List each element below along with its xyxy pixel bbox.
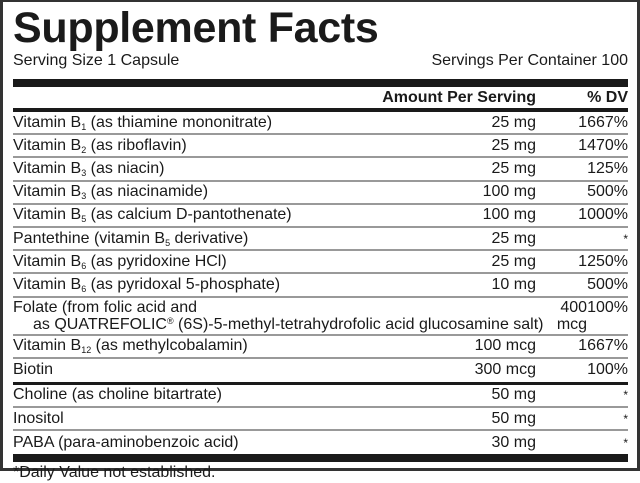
nutrient-dv: * (623, 231, 628, 246)
nutrient-dv: 500% (587, 183, 628, 201)
nutrient-row: Biotin 300 mcg 100% (13, 359, 628, 382)
nutrient-dv: 1667% (578, 113, 628, 131)
nutrient-dv: 125% (587, 159, 628, 177)
panel-title: Supplement Facts (13, 4, 379, 52)
nutrient-dv: * (623, 435, 628, 450)
divider-thick (13, 79, 628, 87)
nutrient-amount: 25 mg (491, 252, 536, 270)
nutrient-dv: 1000% (578, 206, 628, 224)
nutrient-amount: 10 mg (491, 275, 536, 293)
footnote: *Daily Value not established. (13, 464, 216, 482)
nutrient-name: Vitamin B3 (as niacinamide) (13, 183, 209, 202)
serving-size: Serving Size 1 Capsule (13, 52, 180, 69)
nutrient-name: Biotin (13, 361, 54, 379)
divider-section (13, 381, 628, 385)
nutrient-row: Vitamin B3 (as niacinamide) 100 mg 500% (13, 182, 628, 205)
folate-line2: as QUATREFOLIC® (6S)-5-methyl-tetrahydro… (33, 315, 544, 333)
nutrient-amount: 25 mg (491, 159, 536, 177)
nutrient-row: Vitamin B5 (as calcium D-pantothenate) 10… (13, 205, 628, 228)
nutrient-dv: 1250% (578, 252, 628, 270)
nutrient-amount: 50 mg (491, 386, 536, 404)
nutrient-name: Vitamin B6 (as pyridoxine HCl) (13, 252, 227, 271)
nutrient-name: Folate (from folic acid and as QUATREFOL… (13, 299, 544, 333)
nutrient-dv: * (623, 388, 628, 403)
nutrient-row: Inositol 50 mg * (13, 408, 628, 432)
nutrient-row: Vitamin B6 (as pyridoxine HCl) 25 mg 1250% (13, 251, 628, 275)
nutrient-amount: 100 mcg (474, 337, 536, 355)
nutrient-amount: 25 mg (491, 136, 536, 154)
folate-line1: Folate (from folic acid and (13, 298, 198, 316)
nutrient-dv: 100% (587, 298, 628, 316)
nutrient-name: Vitamin B6 (as pyridoxal 5-phosphate) (13, 275, 281, 294)
nutrient-dv: 1667% (578, 337, 628, 355)
nutrient-dv: 1470% (578, 136, 628, 154)
header-amount: Amount Per Serving (382, 88, 536, 106)
nutrient-name: Vitamin B1 (as thiamine mononitrate) (13, 113, 273, 132)
header-dv: % DV (587, 88, 628, 106)
nutrient-row: Vitamin B6 (as pyridoxal 5-phosphate) 10 … (13, 274, 628, 298)
nutrient-row: Vitamin B1 (as thiamine mononitrate) 25 m… (13, 112, 628, 136)
nutrient-row: Vitamin B2 (as riboflavin) 25 mg 1470% (13, 135, 628, 159)
nutrient-amount: 100 mg (482, 183, 536, 201)
servings-per-container: Servings Per Container 100 (431, 52, 628, 69)
nutrient-row: Choline (as choline bitartrate) 50 mg * (13, 385, 628, 409)
nutrient-dv: * (623, 411, 628, 426)
nutrient-dv: 100% (587, 361, 628, 379)
column-headers: Amount Per Serving % DV (13, 87, 628, 108)
nutrient-name: PABA (para-aminobenzoic acid) (13, 433, 239, 451)
nutrient-amount: 300 mcg (474, 361, 536, 379)
nutrient-name: Choline (as choline bitartrate) (13, 386, 222, 404)
nutrient-name: Vitamin B12 (as methylcobalamin) (13, 337, 248, 356)
nutrient-name: Inositol (13, 409, 64, 427)
nutrient-amount: 30 mg (491, 433, 536, 451)
nutrient-amount: 25 mg (491, 113, 536, 131)
nutrient-amount: 25 mg (491, 229, 536, 247)
nutrient-row: Pantethine (vitamin B5 derivative) 25 mg * (13, 228, 628, 252)
nutrient-row: PABA (para-aminobenzoic acid) 30 mg * (13, 431, 628, 454)
nutrient-row: Vitamin B12 (as methylcobalamin) 100 mcg 1… (13, 336, 628, 359)
serving-info: Serving Size 1 Capsule Servings Per Cont… (13, 52, 628, 70)
divider-medium (13, 108, 628, 112)
divider-thick-bottom (13, 454, 628, 463)
nutrient-name: Vitamin B2 (as riboflavin) (13, 136, 187, 155)
nutrient-amount: 400 mcg (556, 298, 588, 333)
nutrient-name: Vitamin B3 (as niacin) (13, 159, 165, 178)
nutrient-amount: 50 mg (491, 409, 536, 427)
nutrient-amount: 100 mg (482, 206, 536, 224)
nutrient-dv: 500% (587, 275, 628, 293)
nutrient-name: Vitamin B5 (as calcium D-pantothenate) (13, 206, 292, 225)
nutrient-name: Pantethine (vitamin B5 derivative) (13, 229, 249, 248)
nutrient-row-folate: Folate (from folic acid and as QUATREFOL… (13, 298, 628, 336)
nutrient-row: Vitamin B3 (as niacin) 25 mg 125% (13, 158, 628, 182)
